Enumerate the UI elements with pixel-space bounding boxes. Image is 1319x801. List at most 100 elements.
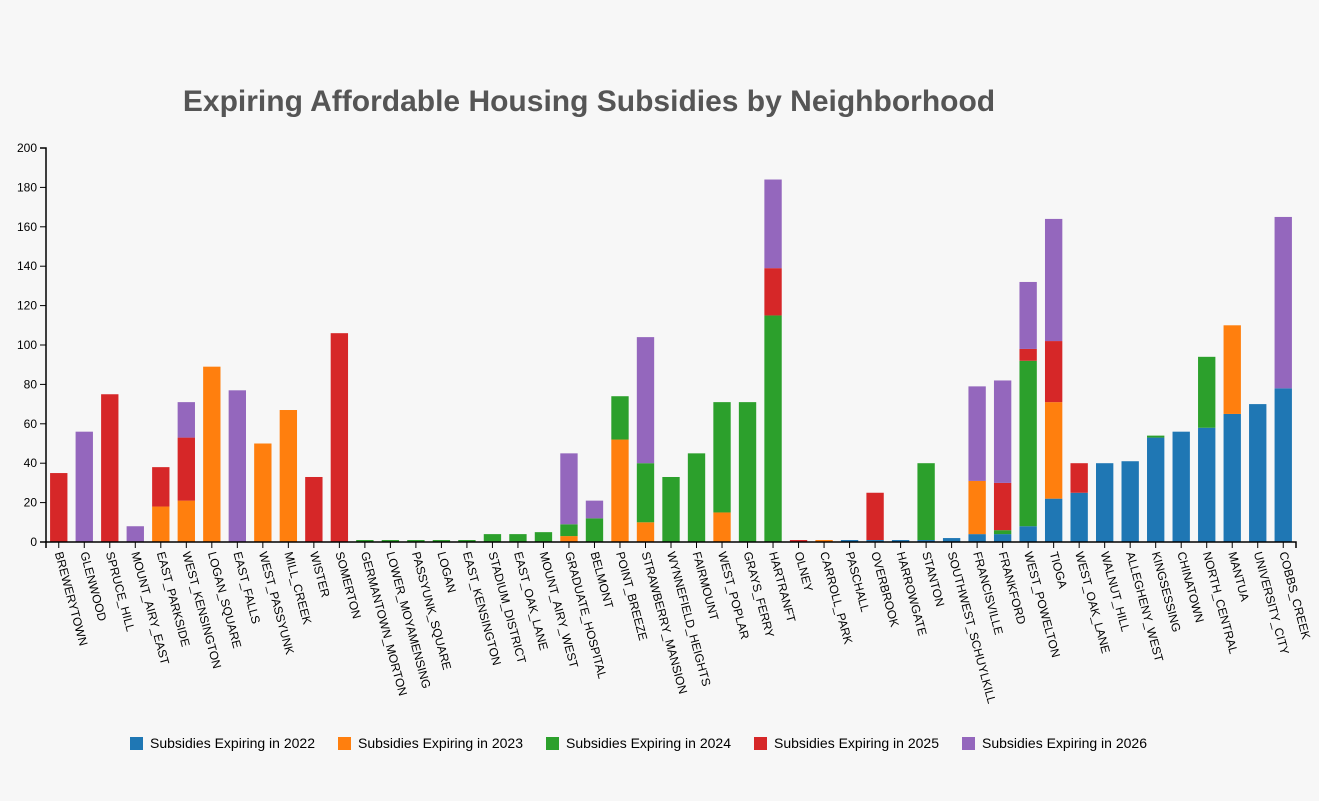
legend-label: Subsidies Expiring in 2026 [982,735,1147,751]
bar-segment-graduate-hospital-s1 [560,536,578,542]
bar-segment-stadium-district-s2 [483,534,502,542]
y-tick-label: 20 [24,496,38,510]
bar-segment-frankford-s3 [993,482,1012,531]
bar-segment-olney-s3 [789,540,808,542]
bar-segment-mantua-s0 [1223,413,1241,542]
legend-swatch [546,737,559,750]
bar-segment-north-central-s2 [1198,356,1216,428]
x-tick-label: WISTER [307,550,333,599]
y-tick-label: 100 [17,338,37,352]
bar-segment-lower-moyamensing-s2 [381,540,400,542]
bar-segment-strawberry-mansion-s4 [636,337,655,464]
bar-segment-kingsessing-s0 [1147,437,1165,542]
bar-segment-glenwood-s4 [75,431,93,542]
bar-segment-west-oak-lane-s3 [1070,463,1088,493]
bar-segment-west-kensington-s1 [177,500,195,542]
legend-label: Subsidies Expiring in 2022 [150,735,315,751]
bar-segment-paschall-s0 [840,540,859,542]
bar-segment-hartranft-s2 [764,315,782,542]
bar-segment-frankford-s0 [993,534,1012,542]
bar-segment-grays-ferry-s2 [738,402,757,542]
x-axis: BREWERYTOWNGLENWOODSPRUCE_HILLMOUNT_AIRY… [45,541,1313,705]
bar-segment-germantown-morton-s2 [356,540,374,542]
bar-segment-allegheny-west-s0 [1121,461,1139,542]
legend-swatch [338,737,351,750]
bar-segment-chinatown-s0 [1172,431,1190,542]
bar-segment-wister-s3 [305,476,323,542]
x-tick-label: TIOGA [1047,550,1070,590]
bar-segment-francisville-s4 [968,386,986,481]
bar-segment-overbrook-s3 [866,492,884,541]
bar-segment-logan-s2 [432,540,451,542]
x-tick-label: OLNEY [792,550,816,593]
bar-segment-kingsessing-s2 [1147,435,1165,438]
y-tick-label: 120 [17,299,37,313]
bar-segment-tioga-s0 [1044,498,1063,542]
bar-segment-university-city-s0 [1249,404,1267,542]
bar-segment-east-oak-lane-s2 [509,534,527,542]
bar-segment-west-kensington-s3 [177,437,195,501]
legend-label: Subsidies Expiring in 2024 [566,735,731,751]
bar-segment-stanton-s2 [917,463,935,541]
bar-segment-point-breeze-s2 [611,396,629,440]
bar-segment-west-poplar-s2 [713,402,731,513]
bar-segment-belmont-s2 [585,518,604,542]
bar-segment-strawberry-mansion-s2 [636,463,655,523]
x-tick-label: BELMONT [588,550,617,610]
bar-segment-hartranft-s3 [764,268,782,316]
bar-segment-francisville-s1 [968,480,986,535]
bar-segment-mantua-s1 [1223,325,1241,414]
x-tick-label: MANTUA [1225,550,1252,603]
x-tick-label: STANTON [919,550,947,608]
bar-segment-carroll-park-s1 [815,540,833,542]
legend-swatch [130,737,143,750]
bar-segment-tioga-s4 [1044,218,1063,342]
bar-segment-cobbs-creek-s4 [1274,216,1292,389]
bars-group [50,179,1292,542]
bar-segment-east-kensington-s2 [458,540,476,542]
bar-segment-west-kensington-s4 [177,402,195,438]
bar-segment-harrowgate-s0 [891,540,910,542]
bar-segment-point-breeze-s1 [611,439,629,542]
bar-segment-hartranft-s4 [764,179,782,269]
bar-segment-west-powelton-s0 [1019,526,1037,542]
bar-segment-spruce-hill-s3 [101,394,119,542]
legend-swatch [962,737,975,750]
x-tick-label: LOGAN [435,550,459,594]
bar-segment-stanton-s0 [917,540,935,542]
bar-segment-francisville-s0 [968,534,986,542]
y-tick-label: 160 [17,220,37,234]
legend-item: Subsidies Expiring in 2022 [130,735,315,751]
bar-segment-mount-airy-east-s4 [126,526,144,542]
bar-segment-passyunk-square-s2 [407,540,425,542]
y-tick-label: 60 [24,417,38,431]
x-tick-label: SOMERTON [332,550,363,620]
legend-label: Subsidies Expiring in 2023 [358,735,523,751]
bar-segment-wynnefield-heights-s2 [662,476,680,542]
bar-segment-graduate-hospital-s2 [560,524,578,537]
bar-segment-overbrook-s0 [866,540,884,542]
bar-segment-east-parkside-s1 [152,506,170,542]
legend-item: Subsidies Expiring in 2025 [754,735,939,751]
legend-item: Subsidies Expiring in 2026 [962,735,1147,751]
bar-segment-fairmount-s2 [687,453,706,542]
y-tick-label: 140 [17,259,37,273]
legend-label: Subsidies Expiring in 2025 [774,735,939,751]
bar-segment-brewerytown-s3 [50,473,68,542]
bar-segment-tioga-s3 [1044,341,1063,403]
bar-segment-west-oak-lane-s0 [1070,492,1088,542]
x-tick-label: PASCHALL [843,550,873,614]
bar-segment-graduate-hospital-s4 [560,453,578,525]
legend-item: Subsidies Expiring in 2024 [546,735,731,751]
bar-segment-east-parkside-s3 [152,467,170,507]
bar-segment-cobbs-creek-s0 [1274,388,1292,542]
bar-segment-west-poplar-s1 [713,512,731,542]
legend: Subsidies Expiring in 2022 Subsidies Expi… [130,735,1147,751]
bar-segment-east-falls-s4 [228,390,246,542]
bar-segment-strawberry-mansion-s1 [636,522,655,542]
bar-segment-mount-airy-west-s2 [534,532,553,542]
y-tick-label: 200 [17,141,37,155]
y-axis: 0 20 40 60 80 100 120 140 160 180 200 [17,141,47,549]
bar-segment-logan-square-s1 [203,366,221,542]
